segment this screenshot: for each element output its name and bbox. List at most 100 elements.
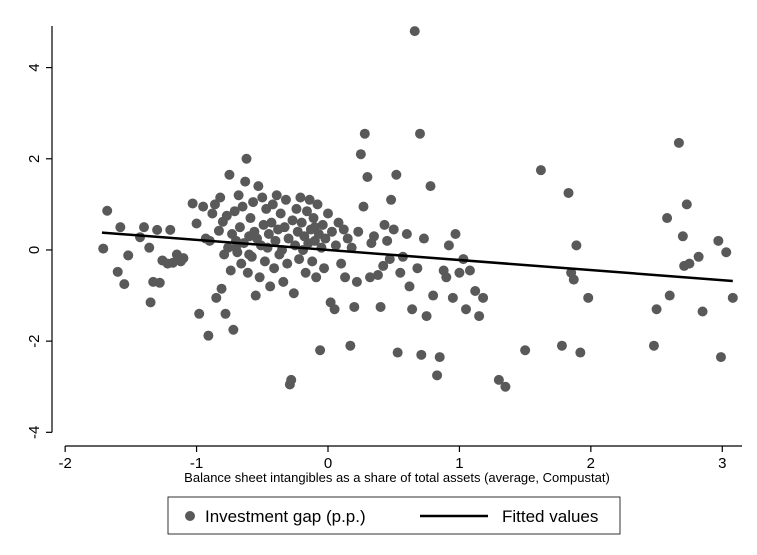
scatter-point — [329, 304, 340, 315]
scatter-point — [123, 250, 134, 261]
scatter-point — [563, 187, 574, 198]
scatter-point — [112, 266, 123, 277]
scatter-point — [213, 225, 224, 236]
scatter-point — [237, 201, 248, 212]
scatter-point — [241, 153, 252, 164]
scatter-point — [263, 229, 274, 239]
y-tick-label: -4 — [26, 426, 43, 439]
scatter-point — [269, 263, 280, 274]
scatter-point — [673, 137, 684, 148]
scatter-point — [240, 176, 251, 187]
scatter-point — [286, 374, 297, 385]
scatter-point — [316, 242, 327, 253]
scatter-point — [288, 288, 299, 299]
scatter-point — [384, 254, 395, 265]
scatter-point — [215, 192, 226, 203]
scatter-point — [351, 276, 362, 287]
scatter-point — [454, 267, 465, 278]
scatter-point — [432, 370, 443, 381]
scatter-point — [242, 267, 253, 278]
scatter-point — [470, 285, 481, 296]
scatter-point — [425, 181, 436, 192]
scatter-point — [677, 231, 688, 242]
scatter-point — [234, 222, 245, 233]
scatter-point — [187, 198, 198, 209]
scatter-point — [330, 240, 341, 251]
scatter-point — [279, 222, 290, 233]
scatter-point — [320, 233, 331, 244]
x-tick-label: -2 — [58, 455, 71, 472]
scatter-point — [353, 226, 364, 237]
scatter-point — [207, 208, 218, 219]
scatter-point — [119, 279, 130, 290]
legend-label-investment-gap: Investment gap (p.p.) — [205, 507, 366, 526]
scatter-point — [309, 222, 320, 233]
scatter-point — [220, 308, 231, 319]
scatter-point — [311, 272, 322, 283]
scatter-point — [280, 194, 291, 205]
scatter-point — [323, 208, 333, 219]
scatter-point — [461, 304, 471, 315]
scatter-point — [291, 203, 302, 214]
scatter-point — [651, 304, 662, 315]
scatter-point — [152, 224, 163, 235]
scatter-point — [571, 240, 582, 251]
scatter-point — [342, 233, 353, 244]
scatter-point — [450, 229, 461, 239]
scatter-point — [295, 192, 306, 203]
scatter-point — [333, 217, 344, 228]
scatter-point — [520, 345, 531, 356]
scatter-point — [203, 330, 214, 341]
scatter-point — [258, 219, 269, 230]
y-axis-ticks: -4 -2 0 2 4 — [26, 63, 52, 439]
scatter-point — [319, 263, 330, 274]
scatter-point — [697, 306, 708, 317]
scatter-point — [443, 240, 454, 251]
scatter-point — [379, 219, 390, 230]
scatter-point — [270, 235, 281, 246]
scatter-point — [401, 229, 412, 239]
scatter-point — [407, 304, 418, 315]
scatter-point — [556, 340, 567, 351]
fitted-line — [101, 231, 733, 283]
scatter-point — [102, 205, 113, 216]
scatter-point — [275, 208, 286, 219]
x-tick-label: 0 — [324, 455, 332, 472]
scatter-point — [307, 256, 318, 267]
x-tick-label: 1 — [455, 455, 463, 472]
scatter-point — [225, 265, 236, 276]
scatter-point — [267, 199, 278, 210]
scatter-point — [271, 190, 282, 201]
scatter-point — [296, 217, 307, 228]
scatter-point — [115, 222, 126, 233]
scatter-point — [648, 340, 659, 351]
scatter-point — [209, 199, 220, 210]
scatter-point — [191, 218, 202, 229]
scatter-point — [535, 165, 546, 176]
y-tick-label: 0 — [26, 246, 43, 254]
scatter-point — [693, 251, 704, 262]
scatter-point — [315, 345, 326, 356]
scatter-point — [266, 217, 277, 228]
scatter-point — [338, 224, 349, 235]
scatter-point — [167, 257, 178, 268]
scatter-point — [727, 292, 738, 303]
scatter-point — [493, 374, 504, 385]
x-tick-label: 3 — [718, 455, 726, 472]
scatter-point — [391, 169, 402, 180]
scatter-point — [294, 254, 305, 265]
scatter-point — [308, 213, 319, 224]
scatter-point — [392, 347, 403, 358]
scatter-point — [231, 242, 241, 253]
scatter-point — [365, 272, 376, 283]
scatter-point — [345, 340, 356, 351]
scatter-point — [223, 242, 234, 253]
scatter-point — [428, 290, 439, 301]
scatter-point — [349, 301, 360, 312]
scatter-point — [684, 258, 695, 269]
scatter-point — [441, 272, 452, 283]
scatter-point — [409, 26, 420, 37]
scatter-point — [378, 260, 389, 271]
scatter-point — [304, 194, 315, 205]
